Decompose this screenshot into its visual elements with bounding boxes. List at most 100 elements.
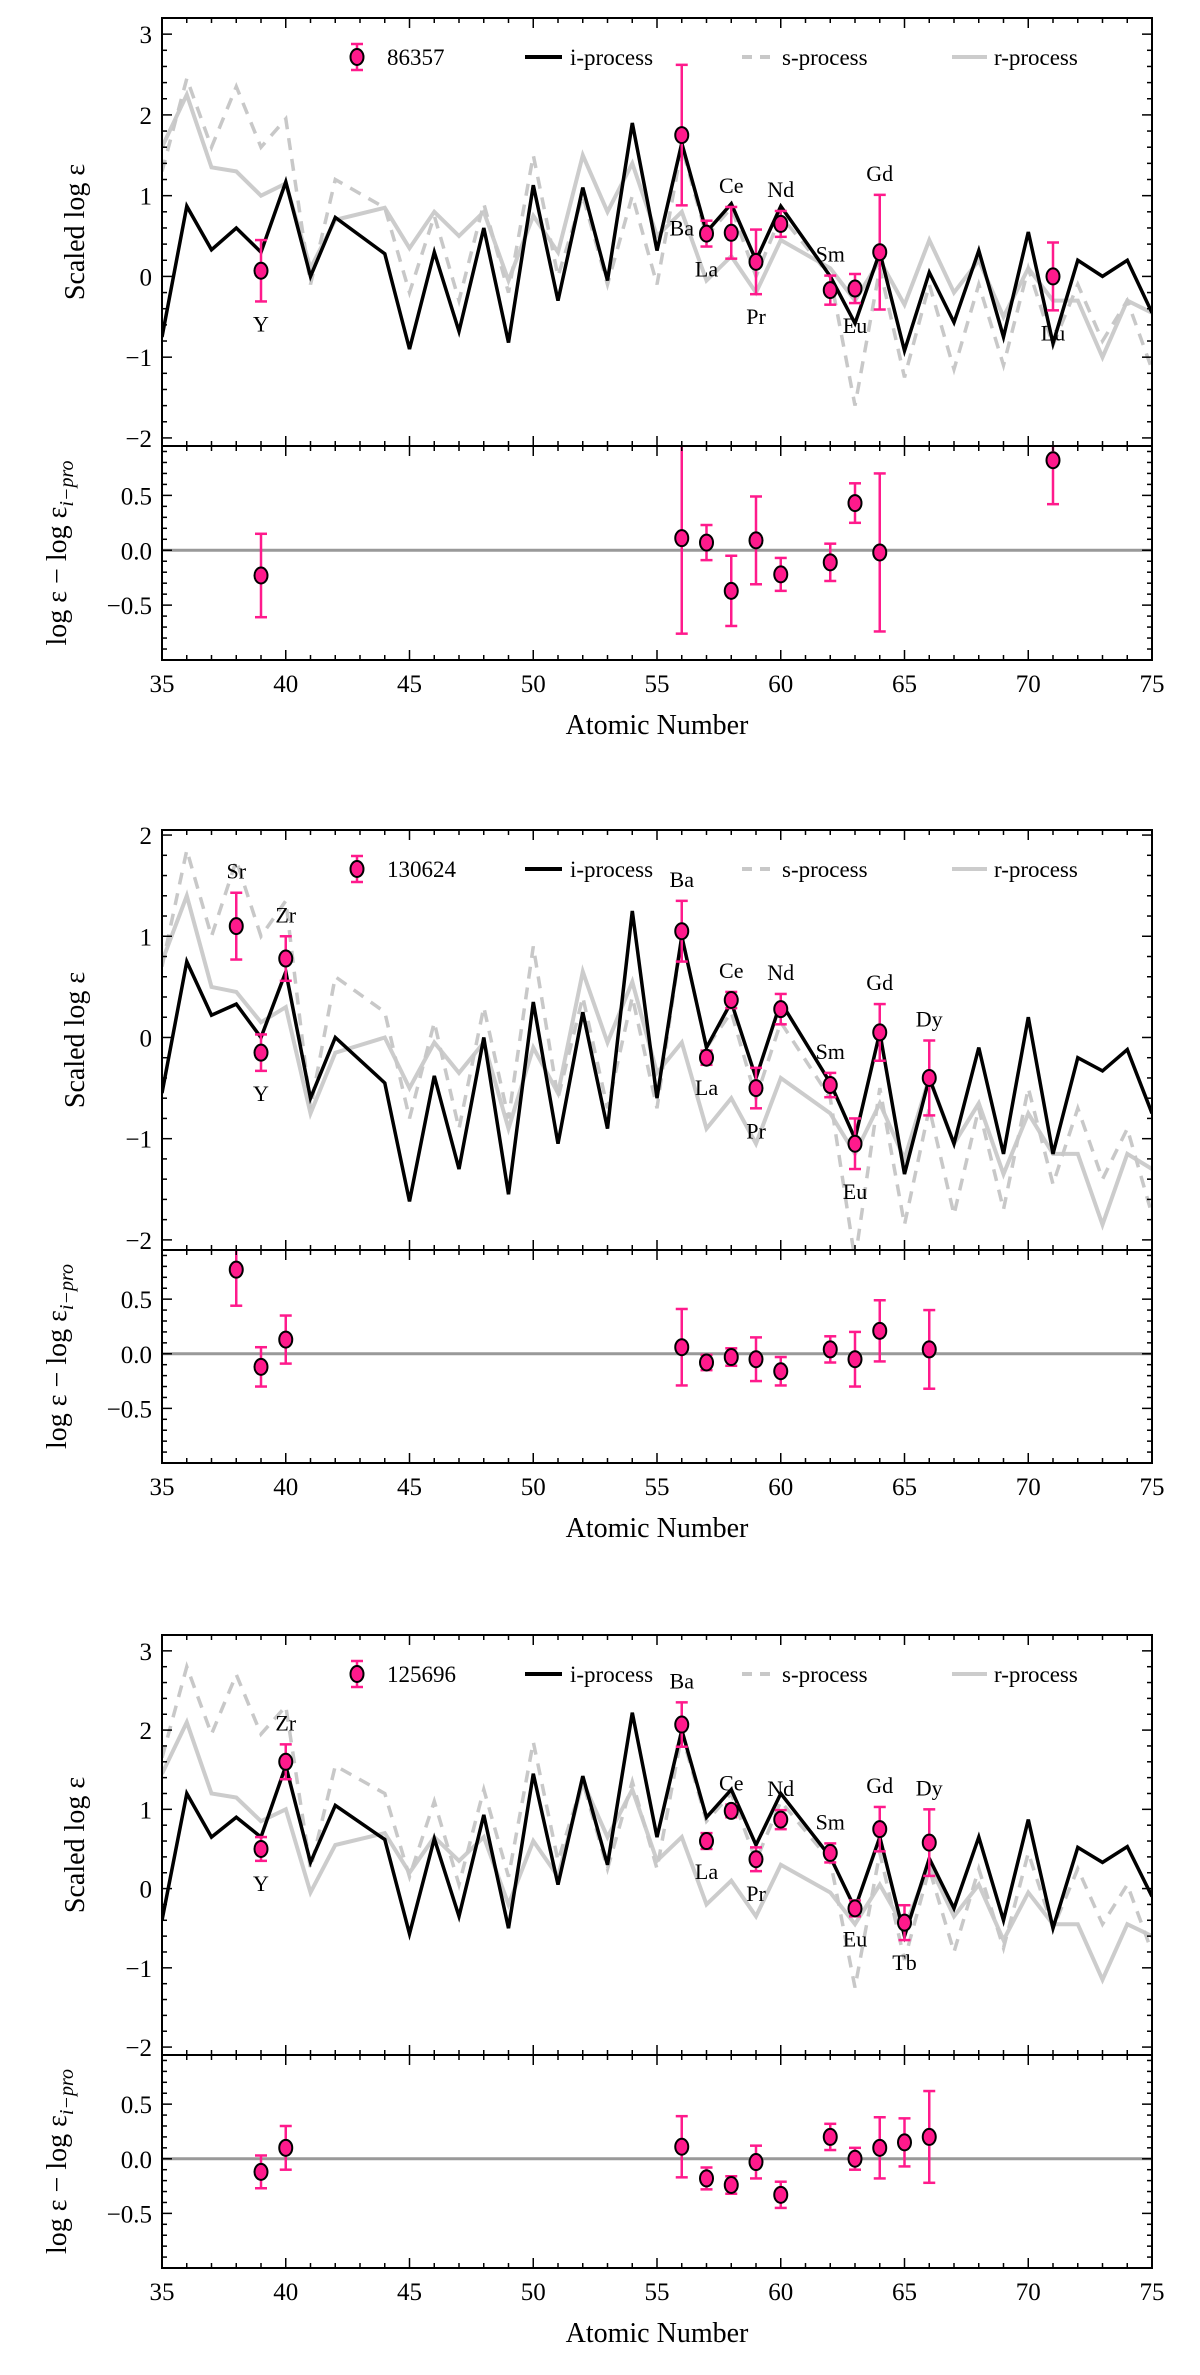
data-point <box>822 1843 838 1862</box>
observed-point-Ce <box>723 1801 739 1820</box>
s-process-line <box>162 1660 1152 1988</box>
data-point <box>847 2149 863 2168</box>
data-point <box>822 1340 838 1359</box>
residual-point-56 <box>674 446 690 635</box>
residual-point-60 <box>773 556 789 593</box>
residual-point-65 <box>897 2117 912 2168</box>
element-label-Gd: Gd <box>866 970 893 995</box>
x-tick-label: 75 <box>1140 2279 1165 2306</box>
data-point <box>699 1048 714 1067</box>
data-point <box>674 1715 690 1734</box>
residual-y-tick-label: −0.5 <box>107 2201 152 2228</box>
data-point <box>349 860 365 878</box>
element-label-Lu: Lu <box>1041 320 1065 345</box>
data-point <box>228 917 244 936</box>
observed-point-Dy <box>921 1808 937 1878</box>
y-tick-label: 2 <box>140 823 153 850</box>
residual-point-39 <box>253 2154 269 2190</box>
data-point <box>773 1362 789 1381</box>
element-label-Sm: Sm <box>816 1809 845 1834</box>
observed-point-Y <box>253 1835 269 1863</box>
residual-y-tick-label: 0.0 <box>121 538 152 565</box>
residual-point-40 <box>278 2124 294 2171</box>
x-tick-label: 35 <box>150 671 175 698</box>
data-point <box>872 543 888 562</box>
x-tick-label: 65 <box>892 2279 917 2306</box>
data-point <box>674 1338 690 1357</box>
data-point <box>822 1076 838 1095</box>
element-label-Y: Y <box>253 1871 269 1896</box>
observed-point-Eu <box>847 272 863 305</box>
element-label-Pr: Pr <box>746 1118 766 1143</box>
x-axis-label: Atomic Number <box>566 1513 749 1544</box>
residual-y-tick-label: 0.0 <box>121 1342 152 1369</box>
panel-125696: Y Zr Ba La Ce Pr Nd Sm Eu Gd Tb Dy 35 40 45 50 55 60 65 70 7… <box>42 1634 1165 2349</box>
x-tick-label: 55 <box>645 1474 670 1501</box>
observed-point-Pr <box>748 1066 764 1110</box>
legend-label-star: 86357 <box>387 45 445 70</box>
element-label-Dy: Dy <box>916 1775 943 1800</box>
r-process-line <box>162 889 1152 1231</box>
element-label-Ce: Ce <box>719 1771 743 1796</box>
data-point <box>278 1752 294 1771</box>
observed-point-Nd <box>773 209 789 239</box>
element-label-Zr: Zr <box>275 1710 296 1735</box>
data-point <box>699 1353 714 1372</box>
data-point <box>847 1350 863 1369</box>
data-point <box>278 2138 294 2157</box>
data-point <box>278 949 294 968</box>
element-label-Dy: Dy <box>916 1007 943 1032</box>
x-tick-label: 60 <box>768 1474 793 1501</box>
y-tick-label: 2 <box>140 1718 153 1745</box>
observed-point-Ba <box>674 1701 690 1748</box>
element-label-Tb: Tb <box>892 1950 916 1975</box>
residual-point-60 <box>773 2180 789 2210</box>
data-point <box>822 2127 838 2146</box>
panel-130624: Sr Y Zr Ba La Ce Pr Nd Sm Eu Gd Dy 35 40 45 50 55 60 65 70 7… <box>42 823 1165 1544</box>
residual-point-66 <box>921 2089 937 2185</box>
element-label-Y: Y <box>253 1081 269 1106</box>
residual-point-62 <box>822 2122 838 2152</box>
data-point <box>723 991 739 1010</box>
y-tick-label: −2 <box>125 426 152 453</box>
residual-y-tick-label: 0.0 <box>121 2147 152 2174</box>
legend-label-star: 125696 <box>387 1662 456 1687</box>
data-point <box>773 1810 789 1829</box>
x-tick-label: 35 <box>150 1474 175 1501</box>
observed-point-Sm <box>822 274 838 306</box>
legend-label-i-process: i-process <box>570 45 653 70</box>
residual-axes-frame <box>161 2054 1153 2269</box>
element-label-Pr: Pr <box>746 1881 766 1906</box>
residual-y-label-main: log ε − log ε <box>42 507 73 646</box>
data-point <box>699 533 714 552</box>
observed-point-Zr <box>278 1743 294 1781</box>
residual-axes-frame <box>161 1249 1153 1464</box>
observed-point-Ce <box>723 205 739 260</box>
x-tick-label: 75 <box>1140 1474 1165 1501</box>
element-label-Nd: Nd <box>767 960 794 985</box>
observed-point-Tb <box>897 1903 912 1942</box>
observed-point-Eu <box>847 1899 863 1918</box>
element-label-Ba: Ba <box>670 215 695 240</box>
observed-point-Gd <box>872 1805 888 1853</box>
legend-label-r-process: r-process <box>994 857 1078 882</box>
residual-point-58 <box>723 1347 739 1368</box>
residual-point-40 <box>278 1314 294 1365</box>
x-tick-label: 50 <box>521 671 546 698</box>
observed-point-Eu <box>847 1117 863 1171</box>
y-axis-label: Scaled log ε <box>60 972 91 1108</box>
observed-point-Lu <box>1045 241 1061 312</box>
observed-point-La <box>699 1831 714 1851</box>
element-label-Eu: Eu <box>843 1179 867 1204</box>
data-point <box>1045 451 1061 470</box>
x-tick-label: 70 <box>1016 671 1041 698</box>
residual-point-66 <box>921 1308 937 1390</box>
data-point <box>748 1350 764 1369</box>
data-point <box>228 1260 244 1279</box>
residual-point-57 <box>699 1353 714 1372</box>
data-point <box>253 1357 269 1376</box>
residual-point-71 <box>1045 446 1061 506</box>
legend: 86357 i-process s-process r-process <box>349 42 1078 72</box>
legend: 125696 i-process s-process r-process <box>349 1659 1078 1689</box>
x-tick-label: 65 <box>892 671 917 698</box>
